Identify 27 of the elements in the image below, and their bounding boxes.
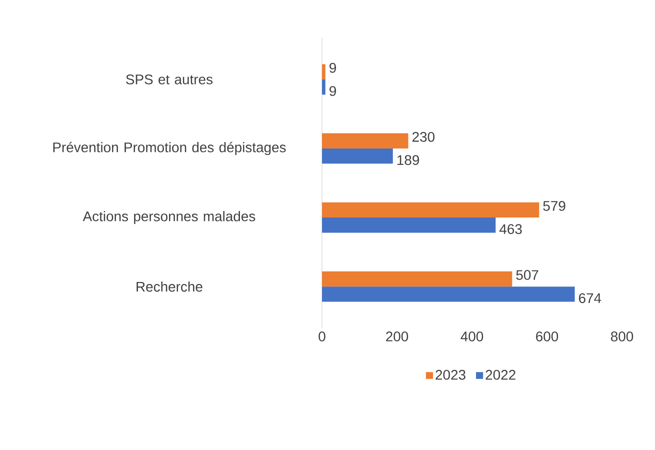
bar [322,79,326,95]
data-label: 579 [543,201,566,211]
y-tick-label: SPS et autres [126,74,213,84]
legend-label: 2023 [436,370,466,380]
x-tick-label: 400 [460,332,484,342]
x-tick-label: 600 [536,332,558,342]
data-label: 507 [516,270,538,280]
data-label: 230 [412,132,434,142]
bar [322,64,326,80]
data-label: 674 [578,293,602,304]
x-tick-label: 200 [386,332,408,342]
y-tick-label: Recherche [136,281,202,292]
bar [322,148,393,164]
y-tick-label: Prévention Promotion des dépistages [53,142,286,156]
y-tick-label: Actions personnes malades [82,211,256,224]
bar [322,271,512,287]
data-label: 9 [330,86,336,96]
bar [322,133,408,148]
data-label: 9 [330,62,336,73]
data-label: 463 [499,224,522,234]
bar [322,218,496,233]
x-tick-label: 0 [318,332,326,342]
legend-label: 2022 [486,370,516,380]
bar [322,202,540,218]
bar [322,286,575,302]
data-label: 189 [397,155,419,166]
x-tick-label: 800 [610,332,634,342]
